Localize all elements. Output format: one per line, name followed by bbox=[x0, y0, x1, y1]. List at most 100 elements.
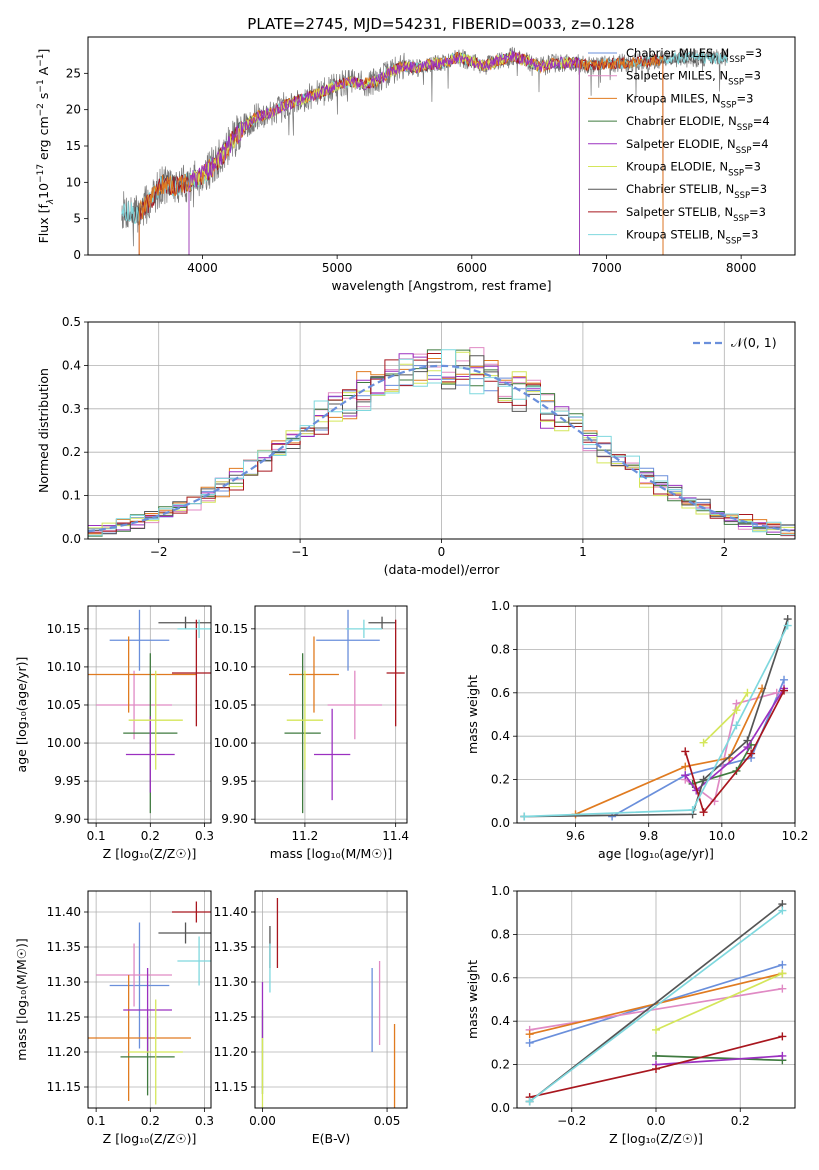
y-tick-label: 0.0 bbox=[62, 532, 81, 546]
errorbar-salpeter_stelib bbox=[171, 619, 211, 727]
weight-vs-metallicity-panel: −0.2 0.0 0.2 0.0 0.2 0.4 0.6 0.8 1.0 Z [log₁₀(Z/Z… bbox=[465, 884, 796, 1146]
y-tick-label: 10.05 bbox=[214, 698, 248, 712]
y-tick-label: 15 bbox=[66, 139, 81, 153]
y-tick-label: 0 bbox=[73, 248, 81, 262]
y-tick-label: 10.15 bbox=[214, 622, 248, 636]
series-kroupa_stelib bbox=[520, 621, 792, 821]
series-kroupa_elodie bbox=[652, 969, 787, 1034]
y-tick-label: 11.35 bbox=[214, 940, 248, 954]
y-tick-label: 11.40 bbox=[214, 905, 248, 919]
x-tick-label: 4000 bbox=[187, 261, 218, 275]
axes: 0.1 0.2 0.3 9.90 9.95 10.00 10.05 10.10 10.15 Z [… bbox=[14, 605, 214, 861]
y-tick-label: 10.15 bbox=[47, 622, 81, 636]
data-point bbox=[778, 984, 787, 993]
y-tick-label: 0.0 bbox=[491, 1101, 510, 1115]
y-tick-label: 0.2 bbox=[62, 445, 81, 459]
axes: 4000 5000 6000 7000 8000 0 5 10 15 20 25 wavelength… bbox=[66, 36, 796, 293]
errorbar-salpeter_stelib bbox=[171, 901, 211, 923]
x-axis-label: E(B-V) bbox=[312, 1131, 351, 1146]
y-axis-label: Flux [fλ10−17 erg cm−2 s−1 A−1] bbox=[36, 49, 56, 244]
data-point bbox=[525, 1097, 534, 1106]
y-tick-label: 0.5 bbox=[62, 315, 81, 329]
errorbar-kroupa_stelib bbox=[345, 619, 383, 638]
y-tick-label: 10.00 bbox=[214, 736, 248, 750]
spectrum-panel: 4000 5000 6000 7000 8000 0 5 10 15 20 25 wavelength… bbox=[36, 36, 796, 293]
errorbar-salpeter_stelib bbox=[386, 619, 405, 727]
data-point bbox=[520, 812, 529, 821]
x-axis-label: age [log₁₀(age/yr)] bbox=[598, 846, 714, 861]
age-vs-mass-panel: 11.2 11.4 9.90 9.95 10.00 10.05 10.10 10.15 mass… bbox=[214, 605, 409, 861]
x-axis-label: (data-model)/error bbox=[384, 562, 501, 577]
axes: −2 −1 0 1 2 0.0 0.1 0.2 0.3 0.4 0.5 (data-model)/er… bbox=[36, 315, 796, 577]
grid bbox=[517, 605, 796, 824]
y-tick-label: 11.25 bbox=[47, 1010, 81, 1024]
axes-frame bbox=[254, 605, 408, 824]
legend-item-kroupa_miles: Kroupa MILES, NSSP=3 bbox=[588, 91, 753, 110]
errorbar-chabrier_elodie bbox=[284, 653, 321, 814]
residual-legend: 𝒩(0, 1) bbox=[693, 335, 777, 350]
legend-label: Kroupa ELODIE, NSSP=3 bbox=[626, 160, 761, 179]
plot-area bbox=[121, 46, 729, 255]
errorbar-chabrier_miles bbox=[109, 922, 170, 1049]
x-tick-label: 10.2 bbox=[782, 829, 809, 843]
x-axis-label: wavelength [Angstrom, rest frame] bbox=[331, 278, 551, 293]
x-tick-label: 11.4 bbox=[382, 829, 409, 843]
errorbar-kroupa_miles bbox=[88, 975, 191, 1101]
axes-frame bbox=[516, 605, 796, 824]
series-chabrier_stelib bbox=[520, 615, 792, 821]
x-tick-label: 2 bbox=[720, 545, 728, 559]
errorbar-salpeter_elodie bbox=[123, 968, 172, 1052]
series-line bbox=[575, 688, 763, 816]
legend-label: Kroupa STELIB, NSSP=3 bbox=[626, 228, 758, 247]
legend-label: Salpeter MILES, NSSP=3 bbox=[626, 69, 761, 88]
errorbar-salpeter_elodie bbox=[125, 716, 175, 793]
y-tick-label: 0.4 bbox=[62, 358, 81, 372]
y-tick-label: 10.00 bbox=[47, 736, 81, 750]
data-point bbox=[652, 1051, 660, 1060]
y-tick-label: 0.0 bbox=[491, 816, 510, 830]
y-tick-label: 9.90 bbox=[221, 812, 248, 826]
y-tick-label: 0.4 bbox=[491, 729, 510, 743]
data-point bbox=[778, 960, 787, 969]
plot-area bbox=[520, 615, 792, 821]
legend-label: Salpeter STELIB, NSSP=3 bbox=[626, 205, 766, 224]
errorbar-kroupa_elodie bbox=[128, 999, 183, 1105]
x-tick-label: 0.0 bbox=[646, 1114, 665, 1128]
data-point bbox=[772, 688, 781, 697]
y-axis-label: age [log₁₀(age/yr)] bbox=[14, 657, 29, 773]
data-point bbox=[743, 736, 752, 745]
series-salpeter_stelib bbox=[681, 686, 789, 817]
series-salpeter_elodie bbox=[681, 684, 789, 795]
errorbar-chabrier_miles bbox=[316, 609, 380, 671]
x-axis-label: Z [log₁₀(Z/Z☉)] bbox=[103, 1131, 197, 1146]
legend-item-salpeter_elodie: Salpeter ELODIE, NSSP=4 bbox=[588, 137, 769, 156]
data-point bbox=[652, 1025, 660, 1034]
series-chabrier_elodie bbox=[652, 1051, 787, 1065]
x-tick-label: 1 bbox=[579, 545, 587, 559]
y-tick-label: 0.2 bbox=[491, 1058, 510, 1072]
normal-curve bbox=[88, 364, 795, 533]
y-tick-label: 11.15 bbox=[47, 1080, 81, 1094]
series-line bbox=[655, 1055, 783, 1062]
age-vs-metallicity-panel: 0.1 0.2 0.3 9.90 9.95 10.00 10.05 10.10 10.15 Z [… bbox=[14, 605, 214, 861]
data-point bbox=[778, 906, 787, 915]
x-tick-label: 0.05 bbox=[374, 1114, 401, 1128]
x-tick-label: 0.1 bbox=[87, 829, 106, 843]
y-tick-label: 0.6 bbox=[491, 686, 510, 700]
axes: 11.2 11.4 9.90 9.95 10.00 10.05 10.10 10.15 mass… bbox=[214, 605, 409, 861]
data-point bbox=[681, 762, 690, 771]
y-tick-label: 11.20 bbox=[47, 1045, 81, 1059]
legend-item-salpeter_stelib: Salpeter STELIB, NSSP=3 bbox=[588, 205, 766, 224]
x-tick-label: 0 bbox=[438, 545, 446, 559]
data-point bbox=[780, 675, 789, 684]
y-tick-label: 9.95 bbox=[221, 774, 248, 788]
y-tick-label: 10.10 bbox=[47, 660, 81, 674]
model-spectrum-kroupa_elodie bbox=[188, 51, 580, 255]
legend-item-chabrier_elodie: Chabrier ELODIE, NSSP=4 bbox=[588, 114, 770, 133]
y-tick-label: 0.4 bbox=[491, 1014, 510, 1028]
y-tick-label: 11.15 bbox=[214, 1080, 248, 1094]
legend-item-kroupa_stelib: Kroupa STELIB, NSSP=3 bbox=[588, 228, 758, 247]
x-axis-label: mass [log₁₀(M/M☉)] bbox=[270, 846, 392, 861]
data-point bbox=[778, 1032, 787, 1041]
